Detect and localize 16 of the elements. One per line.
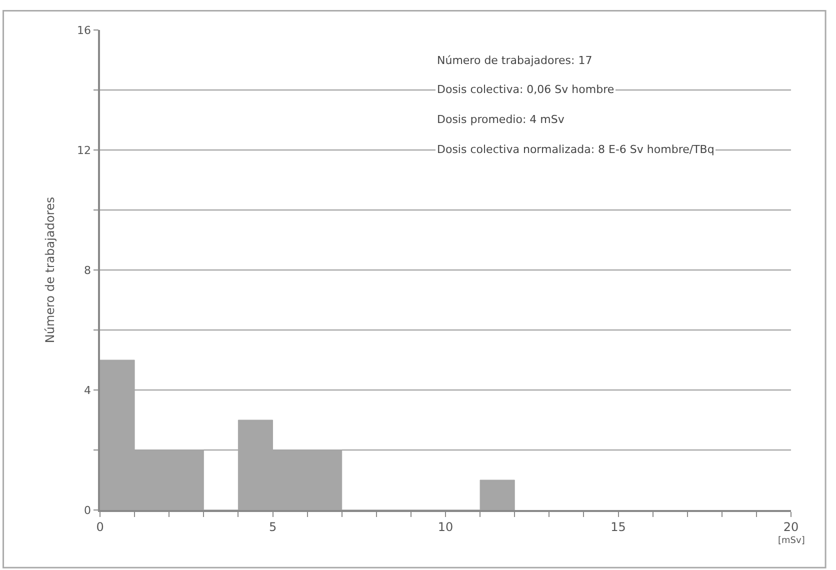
y-tick-label: 16 (77, 24, 92, 37)
y-tick-label: 4 (84, 384, 92, 397)
annotation: Dosis promedio: 4 mSv (437, 113, 565, 126)
y-axis-title: Número de trabajadores (42, 196, 57, 344)
annotation: Número de trabajadores: 17 (437, 54, 592, 67)
annotation: Dosis colectiva: 0,06 Sv hombre (437, 83, 614, 96)
x-tick-label: 5 (268, 520, 277, 534)
x-tick-label: 15 (610, 520, 626, 534)
x-tick-label: 0 (96, 520, 104, 534)
x-tick-label: 10 (438, 520, 454, 534)
y-tick-label: 0 (84, 504, 92, 517)
x-tick-label: 20 (783, 520, 799, 534)
annotation: Dosis colectiva normalizada: 8 E-6 Sv hombre/TBq (437, 143, 714, 156)
y-tick-label: 8 (84, 264, 92, 277)
x-axis-title: [mSv] (778, 536, 805, 546)
y-tick-label: 12 (77, 144, 92, 157)
